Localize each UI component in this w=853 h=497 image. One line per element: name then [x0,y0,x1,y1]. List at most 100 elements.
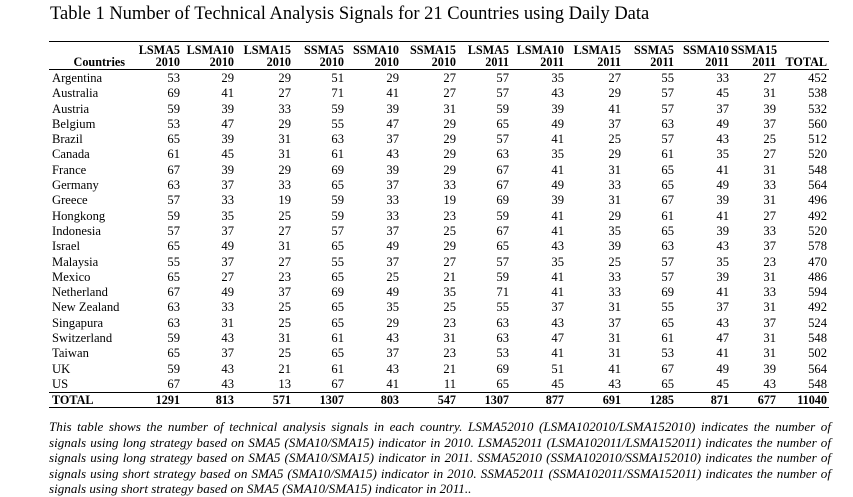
value-cell: 35 [221,208,234,223]
value-cell: 25 [443,300,456,315]
value-cell: 65 [496,239,509,254]
value-cell: 57 [661,132,674,147]
value-cell: 43 [551,86,564,101]
value-cell: 43 [716,239,729,254]
header-indicator-cell: LSMA10 [511,41,566,56]
total-value-cell: 1285 [623,392,676,409]
value-cell: 43 [551,239,564,254]
value-cell: 33 [221,300,234,315]
value-cell: 33 [716,71,729,85]
value-cell: 31 [278,239,291,254]
value-cell: 69 [496,193,509,208]
header-year-cell: 2010 [346,56,401,70]
value-cell: 57 [167,193,180,208]
value-cell: 29 [608,86,621,101]
value-cell: 33 [763,223,776,238]
header-year-cell: 2010 [182,56,236,70]
value-cell: 59 [496,269,509,284]
value-cell: 59 [167,208,180,223]
value-cell: 27 [443,254,456,269]
value-cell: 27 [608,71,621,85]
total-row: TOTAL 1291 813 571 1307 803 547 1307 877 691 1285 8… [49,392,829,409]
value-cell: 25 [386,269,399,284]
value-cell: 65 [661,162,674,177]
value-cell: 45 [716,376,729,391]
value-cell: 69 [331,285,344,300]
value-cell: 67 [167,162,180,177]
value-cell: 29 [386,315,399,330]
value-cell: 57 [496,71,509,85]
country-cell: Malaysia [52,254,99,269]
value-cell: 33 [278,178,291,193]
value-cell: 29 [443,162,456,177]
total-value-cell: 547 [401,392,458,409]
value-cell: 564 [808,178,827,193]
value-cell: 43 [221,331,234,346]
header-indicator-cell [49,41,127,56]
value-cell: 63 [661,116,674,131]
value-cell: 23 [763,254,776,269]
header-indicator-cell: SSMA5 [623,41,676,56]
header-indicator-cell: LSMA5 [127,41,182,56]
value-cell: 57 [661,269,674,284]
value-cell: 25 [763,132,776,147]
header-year-cell: 2011 [511,56,566,70]
country-cell: Germany [52,178,99,193]
table-row: Hongkong 59 35 25 59 33 23 59 41 29 61 41 27 492 [49,209,829,224]
country-cell: Netherland [52,285,108,300]
value-cell: 35 [443,285,456,300]
value-cell: 39 [716,193,729,208]
value-cell: 578 [808,239,827,254]
value-cell: 39 [386,101,399,116]
value-cell: 59 [496,208,509,223]
value-cell: 41 [716,285,729,300]
value-cell: 29 [443,132,456,147]
value-cell: 49 [551,178,564,193]
country-cell: Israel [52,239,80,254]
total-value-cell: 11040 [778,392,829,409]
value-cell: 47 [716,331,729,346]
value-cell: 31 [608,331,621,346]
value-cell: 538 [808,86,827,101]
value-cell: 496 [808,193,827,208]
value-cell: 39 [716,223,729,238]
value-cell: 41 [221,86,234,101]
value-cell: 520 [808,147,827,162]
value-cell: 13 [278,376,291,391]
value-cell: 41 [716,208,729,223]
table-row: Greece 57 33 19 59 33 19 69 39 31 67 39 31 496 [49,193,829,208]
value-cell: 27 [443,71,456,85]
value-cell: 47 [221,116,234,131]
value-cell: 61 [167,147,180,162]
value-cell: 57 [167,223,180,238]
value-cell: 69 [167,86,180,101]
signals-table: LSMA5 LSMA10 LSMA15 SSMA5 SSMA10 SSMA15 LSMA5 L… [49,41,829,409]
value-cell: 33 [386,193,399,208]
value-cell: 25 [608,132,621,147]
table-row: Israel 65 49 31 65 49 29 65 43 39 63 43 37 578 [49,239,829,254]
value-cell: 49 [221,285,234,300]
value-cell: 37 [221,178,234,193]
value-cell: 29 [443,116,456,131]
value-cell: 548 [808,162,827,177]
value-cell: 63 [331,132,344,147]
total-value-cell: 871 [676,392,731,409]
value-cell: 31 [608,193,621,208]
value-cell: 19 [443,193,456,208]
country-cell: Switzerland [52,331,113,346]
value-cell: 29 [221,71,234,85]
value-cell: 67 [331,376,344,391]
value-cell: 43 [221,376,234,391]
total-value-cell: 1307 [293,392,346,409]
value-cell: 39 [763,361,776,376]
value-cell: 37 [386,223,399,238]
value-cell: 53 [167,71,180,85]
value-cell: 49 [386,285,399,300]
value-cell: 43 [386,331,399,346]
value-cell: 65 [331,239,344,254]
value-cell: 25 [278,300,291,315]
value-cell: 59 [331,193,344,208]
value-cell: 63 [167,178,180,193]
value-cell: 27 [763,71,776,85]
value-cell: 43 [386,361,399,376]
